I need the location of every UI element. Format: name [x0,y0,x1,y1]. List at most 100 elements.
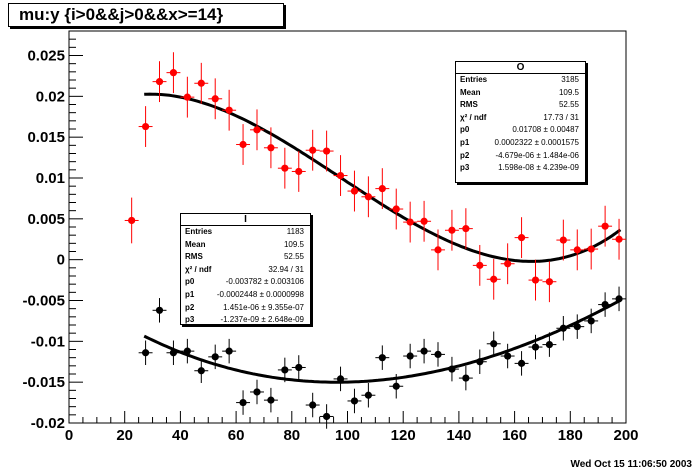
data-point [267,396,275,404]
data-point [350,187,359,195]
stats-row: p3 -1.237e-09 ± 2.648e-09 [181,314,310,327]
data-point [169,349,178,357]
stats-row: p1 -0.0002448 ± 0.0000998 [181,289,310,302]
histogram-title: mu:y {i>0&&j>0&&x>=14} [8,3,284,27]
data-point [462,374,470,382]
stats-value: 1.451e-06 ± 9.355e-07 [223,302,304,312]
x-tick-label: 0 [65,427,73,444]
data-point [281,164,289,172]
stats-box-title: O [456,62,585,74]
y-tick-label: 0.01 [36,170,65,187]
stats-row: RMS 52.55 [181,251,310,264]
data-point [183,93,191,101]
stats-label: p3 [460,163,470,173]
data-point [504,260,512,268]
data-point [211,353,219,361]
stats-label: p3 [185,315,195,325]
stats-row: χ² / ndf 17.73 / 31 [456,112,585,125]
stats-label: χ² / ndf [460,112,487,122]
stats-label: p1 [460,137,470,147]
stats-value: 109.5 [558,87,579,97]
x-tick-label: 60 [228,427,245,444]
stats-box-title: I [181,214,310,226]
stats-label: Mean [185,239,206,249]
stats-value: 32.94 / 31 [268,264,304,274]
stats-value: -0.003782 ± 0.003106 [225,277,304,287]
stats-row: p0 -0.003782 ± 0.003106 [181,276,310,289]
data-point [615,235,623,243]
data-point [476,261,484,269]
data-point [531,276,540,284]
data-point [573,323,581,331]
data-point [434,246,442,254]
data-point [155,306,164,314]
stats-value: 52.55 [283,252,304,262]
data-point [364,193,372,201]
data-point [197,367,205,375]
stats-label: χ² / ndf [185,264,212,274]
y-tick-label: 0.02 [36,88,65,105]
stats-label: p0 [460,125,470,135]
y-tick-label: -0.015 [22,374,65,391]
data-point [434,350,442,358]
stats-row: Mean 109.5 [181,239,310,252]
data-point [295,167,303,176]
stats-label: p2 [185,302,195,312]
stats-label: p0 [185,277,195,287]
data-point [559,236,567,244]
data-point [587,245,595,253]
data-point [420,217,428,225]
stats-value: 52.55 [558,100,579,110]
stats-label: Entries [185,227,213,236]
stats-box-red: O Entries 3185 Mean 109.5 RMS 52.55 χ² / ndf 17… [455,61,586,183]
stats-value: -1.237e-09 ± 2.648e-09 [220,315,304,325]
data-point [545,341,554,349]
stats-value: 109.5 [283,239,304,249]
stats-row: Entries 1183 [181,226,310,239]
x-tick-label: 120 [391,427,416,444]
stats-value: -4.679e-06 ± 1.484e-06 [495,150,579,160]
data-point [406,218,414,226]
stats-row: p3 1.598e-08 ± 4.239e-09 [456,162,585,175]
stats-row: Mean 109.5 [456,87,585,100]
data-point [420,347,428,355]
stats-value: 0.0002322 ± 0.0001575 [494,137,579,147]
stats-value: 0.01708 ± 0.00487 [512,125,579,135]
data-point [239,398,247,407]
data-point [211,95,219,103]
data-point [601,222,609,230]
data-point [545,278,554,286]
stats-row: p0 0.01708 ± 0.00487 [456,124,585,137]
data-point [490,340,498,348]
data-point [169,69,178,77]
stats-row: RMS 52.55 [456,99,585,112]
stats-row: p2 1.451e-06 ± 9.355e-07 [181,302,310,315]
data-point [253,388,261,396]
stats-value: 1183 [286,227,304,236]
data-point [336,171,345,180]
y-tick-label: -0.01 [31,333,65,350]
data-point [336,375,345,383]
data-point [155,78,164,86]
data-point [448,226,456,234]
stats-row: p2 -4.679e-06 ± 1.484e-06 [456,150,585,163]
x-tick-label: 140 [446,427,471,444]
data-point [239,140,247,149]
data-point [615,295,623,303]
data-point [267,144,275,152]
y-tick-label: 0.005 [27,211,65,228]
data-point [197,79,205,87]
data-point [601,300,609,309]
x-tick-label: 100 [335,427,360,444]
data-point [141,122,150,131]
stats-value: -0.0002448 ± 0.0000998 [216,289,304,299]
y-tick-label: -0.02 [31,415,65,432]
data-point [309,401,317,409]
data-point [462,225,470,233]
stats-value: 17.73 / 31 [543,112,579,122]
stats-value: 1.598e-08 ± 4.239e-09 [498,163,579,173]
data-point [225,347,233,355]
data-point [531,343,540,351]
data-point [573,246,581,254]
